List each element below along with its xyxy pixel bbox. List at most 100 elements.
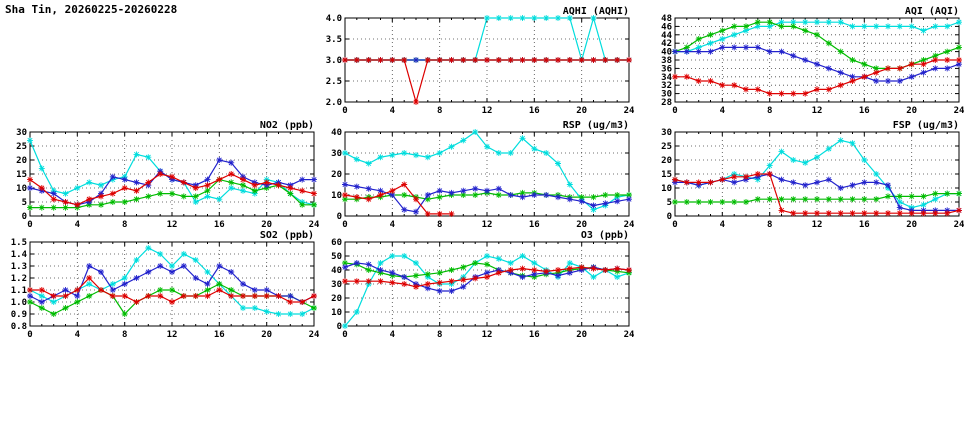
svg-text:O3 (ppb): O3 (ppb) [581,230,629,241]
svg-text:1.0: 1.0 [11,298,27,308]
svg-text:8: 8 [122,220,127,230]
svg-text:10: 10 [16,184,27,194]
svg-text:0.9: 0.9 [11,310,27,320]
svg-text:0: 0 [337,322,342,332]
svg-text:24: 24 [309,330,320,340]
svg-text:20: 20 [16,156,27,166]
svg-text:NO2 (ppb): NO2 (ppb) [260,120,314,131]
svg-text:8: 8 [437,220,442,230]
svg-text:1.4: 1.4 [11,250,28,260]
svg-text:34: 34 [661,73,672,83]
rsp-plot: 0 10 20 30 40 0 4 8 12 16 20 24 RSP (ug/m3) [331,120,635,230]
svg-text:30: 30 [661,90,672,100]
svg-text:30: 30 [16,128,27,138]
svg-text:60: 60 [331,238,342,248]
svg-text:15: 15 [16,170,27,180]
svg-text:1.3: 1.3 [11,262,27,272]
svg-text:28: 28 [661,98,672,108]
svg-text:20: 20 [261,220,272,230]
svg-text:8: 8 [767,106,772,116]
chart-so2: 0.8 0.9 1.0 1.1 1.2 1.3 1.4 1.5 0 4 8 12 16 20 24 SO2 (… [0,228,320,344]
svg-text:4: 4 [720,106,726,116]
svg-text:1.2: 1.2 [11,274,27,284]
svg-text:1.5: 1.5 [11,238,27,248]
svg-text:2.0: 2.0 [326,98,342,108]
svg-text:20: 20 [261,330,272,340]
svg-text:0: 0 [672,220,677,230]
svg-text:0: 0 [27,220,32,230]
aqhi-plot: 2.0 2.5 3.0 3.5 4.0 0 4 8 12 16 20 24 AQHI (AQHI) [326,6,635,116]
svg-text:24: 24 [624,106,635,116]
svg-text:16: 16 [859,220,870,230]
svg-text:0: 0 [22,212,27,222]
svg-text:20: 20 [906,106,917,116]
svg-text:1.1: 1.1 [11,286,27,296]
svg-text:48: 48 [661,14,672,24]
svg-text:0: 0 [337,212,342,222]
svg-text:16: 16 [529,220,540,230]
svg-text:5: 5 [22,198,27,208]
o3-plot: 0 10 20 30 40 50 60 0 4 8 12 16 20 24 O3 (ppb) [331,230,635,340]
svg-text:20: 20 [331,294,342,304]
svg-text:0.8: 0.8 [11,322,27,332]
svg-text:AQI (AQI): AQI (AQI) [905,6,959,17]
svg-text:10: 10 [331,191,342,201]
svg-text:10: 10 [661,184,672,194]
chart-rsp: 0 10 20 30 40 0 4 8 12 16 20 24 RSP (ug/m3) [315,118,635,234]
chart-aqhi: 2.0 2.5 3.0 3.5 4.0 0 4 8 12 16 20 24 AQHI (AQHI) [315,4,635,120]
svg-text:30: 30 [331,149,342,159]
chart-no2: 0 5 10 15 20 25 30 0 4 8 12 16 20 24 NO2 (ppb) [0,118,320,234]
svg-text:0: 0 [672,106,677,116]
svg-text:20: 20 [576,106,587,116]
svg-text:12: 12 [812,106,823,116]
svg-text:0: 0 [342,106,347,116]
svg-text:12: 12 [167,330,178,340]
svg-text:32: 32 [661,81,672,91]
svg-text:24: 24 [954,106,965,116]
svg-text:30: 30 [661,128,672,138]
svg-text:16: 16 [859,106,870,116]
svg-text:0: 0 [667,212,672,222]
svg-text:10: 10 [331,308,342,318]
svg-text:15: 15 [661,170,672,180]
svg-text:50: 50 [331,252,342,262]
svg-text:16: 16 [529,106,540,116]
svg-text:20: 20 [331,170,342,180]
svg-text:RSP (ug/m3): RSP (ug/m3) [563,120,629,131]
svg-text:24: 24 [624,220,635,230]
svg-text:0: 0 [342,220,347,230]
svg-text:SO2 (ppb): SO2 (ppb) [260,230,314,241]
svg-text:8: 8 [437,106,442,116]
svg-text:12: 12 [167,220,178,230]
chart-o3: 0 10 20 30 40 50 60 0 4 8 12 16 20 24 O3 (ppb) [315,228,635,344]
svg-text:24: 24 [954,220,965,230]
svg-text:0: 0 [342,330,347,340]
no2-plot: 0 5 10 15 20 25 30 0 4 8 12 16 20 24 NO2 (ppb) [16,120,320,230]
page-title: Sha Tin, 20260225-20260228 [5,3,178,16]
svg-text:20: 20 [906,220,917,230]
svg-text:4: 4 [720,220,726,230]
svg-text:4: 4 [390,330,396,340]
chart-aqi: 28 30 32 34 36 38 40 42 44 46 48 0 4 8 12 16 20 24 AQI (AQ… [645,4,965,120]
chart-fsp: 0 5 10 15 20 25 30 0 4 8 12 16 20 24 FSP (ug/m3) [645,118,965,234]
svg-text:40: 40 [331,128,342,138]
svg-text:8: 8 [767,220,772,230]
fsp-plot: 0 5 10 15 20 25 30 0 4 8 12 16 20 24 FSP (ug/m3) [661,120,965,230]
svg-text:12: 12 [482,106,493,116]
svg-text:12: 12 [482,220,493,230]
svg-text:16: 16 [214,220,225,230]
svg-text:24: 24 [309,220,320,230]
svg-text:40: 40 [331,266,342,276]
svg-text:40: 40 [661,48,672,58]
svg-text:8: 8 [437,330,442,340]
svg-text:25: 25 [661,142,672,152]
svg-text:24: 24 [624,330,635,340]
svg-text:20: 20 [661,156,672,166]
svg-text:AQHI (AQHI): AQHI (AQHI) [563,6,629,17]
svg-text:12: 12 [812,220,823,230]
svg-text:2.5: 2.5 [326,77,342,87]
svg-text:3.5: 3.5 [326,35,342,45]
svg-text:0: 0 [27,330,32,340]
svg-text:4: 4 [390,220,396,230]
